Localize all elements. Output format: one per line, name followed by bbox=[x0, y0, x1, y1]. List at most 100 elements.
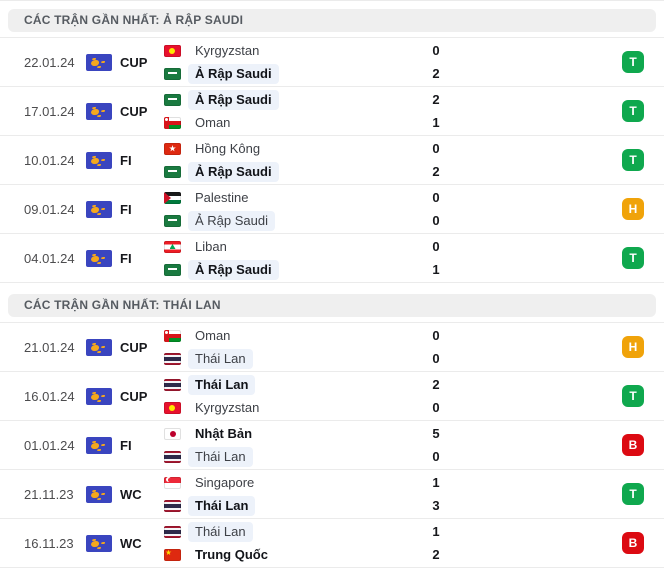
teams: Oman 0 Thái Lan 0 bbox=[164, 326, 610, 369]
match-date: 17.01.24 bbox=[24, 103, 75, 119]
match-list-thailand: 21.01.24 CUP Oman 0 Thái Lan 0 H bbox=[0, 322, 664, 568]
team-name[interactable]: Trung Quốc bbox=[195, 546, 268, 562]
competition-logo-icon bbox=[86, 102, 112, 120]
match-row[interactable]: 21.01.24 CUP Oman 0 Thái Lan 0 H bbox=[0, 323, 664, 372]
teams: Thái Lan 2 Kyrgyzstan 0 bbox=[164, 374, 610, 418]
result-column: T bbox=[610, 51, 656, 73]
match-list-saudi: 22.01.24 CUP Kyrgyzstan 0 Ả Rập Saudi 2 … bbox=[0, 37, 664, 283]
competition-code: CUP bbox=[120, 103, 148, 119]
team-name[interactable]: Thái Lan bbox=[188, 521, 253, 542]
match-row[interactable]: 22.01.24 CUP Kyrgyzstan 0 Ả Rập Saudi 2 … bbox=[0, 38, 664, 87]
match-row[interactable]: 01.01.24 FI Nhật Bản 5 Thái Lan 0 B bbox=[0, 421, 664, 470]
match-row[interactable]: 17.01.24 CUP Ả Rập Saudi 2 Oman 1 T bbox=[0, 87, 664, 136]
team-score: 0 bbox=[432, 351, 440, 366]
competition-code: WC bbox=[120, 535, 142, 551]
team-flag-icon bbox=[164, 499, 181, 512]
team-flag-icon bbox=[164, 263, 181, 276]
team-name[interactable]: Liban bbox=[195, 238, 227, 254]
teams: Ả Rập Saudi 2 Oman 1 bbox=[164, 89, 610, 133]
team-flag-icon bbox=[164, 44, 181, 57]
result-column: T bbox=[610, 483, 656, 505]
match-date: 21.01.24 bbox=[24, 339, 75, 355]
teams: Kyrgyzstan 0 Ả Rập Saudi 2 bbox=[164, 41, 610, 84]
top-divider bbox=[0, 0, 664, 1]
competition-code: WC bbox=[120, 486, 142, 502]
team-name[interactable]: Ả Rập Saudi bbox=[188, 210, 275, 231]
match-date: 10.01.24 bbox=[24, 152, 75, 168]
result-column: T bbox=[610, 149, 656, 171]
match-row[interactable]: 04.01.24 FI Liban 0 Ả Rập Saudi 1 T bbox=[0, 234, 664, 283]
team-flag-icon bbox=[164, 214, 181, 227]
team-line-home: Hồng Kông 0 bbox=[164, 139, 610, 159]
team-line-away: Trung Quốc 2 bbox=[164, 545, 610, 565]
teams: Nhật Bản 5 Thái Lan 0 bbox=[164, 424, 610, 467]
team-score: 2 bbox=[432, 377, 440, 392]
team-name[interactable]: Thái Lan bbox=[188, 446, 253, 467]
team-flag-icon bbox=[164, 450, 181, 463]
team-name[interactable]: Ả Rập Saudi bbox=[188, 161, 279, 182]
match-row[interactable]: 21.11.23 WC Singapore 1 Thái Lan 3 T bbox=[0, 470, 664, 519]
team-name[interactable]: Nhật Bản bbox=[195, 425, 253, 441]
competition-code: CUP bbox=[120, 339, 148, 355]
team-score: 0 bbox=[432, 328, 440, 343]
teams: Hồng Kông 0 Ả Rập Saudi 2 bbox=[164, 139, 610, 182]
team-line-away: Thái Lan 0 bbox=[164, 446, 610, 467]
result-badge: T bbox=[622, 51, 644, 73]
team-flag-icon bbox=[164, 165, 181, 178]
match-row[interactable]: 16.01.24 CUP Thái Lan 2 Kyrgyzstan 0 T bbox=[0, 372, 664, 421]
team-score: 5 bbox=[432, 426, 440, 441]
team-line-away: Ả Rập Saudi 0 bbox=[164, 210, 610, 231]
team-name[interactable]: Thái Lan bbox=[188, 495, 256, 516]
team-flag-icon bbox=[164, 401, 181, 414]
result-badge: T bbox=[622, 149, 644, 171]
competition: CUP bbox=[86, 387, 164, 405]
competition-logo-icon bbox=[86, 338, 112, 356]
competition-code: FI bbox=[120, 437, 132, 453]
team-flag-icon bbox=[164, 525, 181, 538]
team-score: 1 bbox=[432, 475, 440, 490]
team-name[interactable]: Ả Rập Saudi bbox=[188, 63, 279, 84]
team-flag-icon bbox=[164, 378, 181, 391]
team-name[interactable]: Singapore bbox=[195, 474, 255, 490]
result-badge: T bbox=[622, 247, 644, 269]
match-date: 01.01.24 bbox=[24, 437, 75, 453]
team-name[interactable]: Oman bbox=[195, 114, 231, 130]
team-score: 0 bbox=[432, 239, 440, 254]
match-row[interactable]: 16.11.23 WC Thái Lan 1 Trung Quốc 2 B bbox=[0, 519, 664, 568]
competition-logo-icon bbox=[86, 534, 112, 552]
match-date: 16.11.23 bbox=[24, 535, 74, 551]
team-name[interactable]: Ả Rập Saudi bbox=[188, 89, 279, 110]
team-name[interactable]: Palestine bbox=[195, 189, 249, 205]
team-line-away: Kyrgyzstan 0 bbox=[164, 398, 610, 418]
competition-logo-icon bbox=[86, 151, 112, 169]
competition-code: FI bbox=[120, 152, 132, 168]
result-column: H bbox=[610, 198, 656, 220]
team-flag-icon bbox=[164, 142, 181, 155]
team-line-home: Kyrgyzstan 0 bbox=[164, 41, 610, 61]
competition-logo-icon bbox=[86, 436, 112, 454]
teams: Liban 0 Ả Rập Saudi 1 bbox=[164, 237, 610, 280]
team-flag-icon bbox=[164, 548, 181, 561]
team-flag-icon bbox=[164, 116, 181, 129]
team-name[interactable]: Thái Lan bbox=[188, 348, 253, 369]
team-score: 0 bbox=[432, 190, 440, 205]
result-column: B bbox=[610, 434, 656, 456]
competition-logo-icon bbox=[86, 387, 112, 405]
team-name[interactable]: Kyrgyzstan bbox=[195, 399, 260, 415]
team-line-home: Singapore 1 bbox=[164, 473, 610, 493]
match-row[interactable]: 09.01.24 FI Palestine 0 Ả Rập Saudi 0 H bbox=[0, 185, 664, 234]
team-score: 2 bbox=[432, 547, 440, 562]
team-line-home: Ả Rập Saudi 2 bbox=[164, 89, 610, 110]
match-row[interactable]: 10.01.24 FI Hồng Kông 0 Ả Rập Saudi 2 T bbox=[0, 136, 664, 185]
team-name[interactable]: Hồng Kông bbox=[195, 140, 261, 156]
teams: Palestine 0 Ả Rập Saudi 0 bbox=[164, 188, 610, 231]
team-line-away: Thái Lan 3 bbox=[164, 495, 610, 516]
team-flag-icon bbox=[164, 67, 181, 80]
team-score: 1 bbox=[432, 115, 440, 130]
team-name[interactable]: Kyrgyzstan bbox=[195, 42, 260, 58]
team-name[interactable]: Thái Lan bbox=[188, 374, 256, 395]
teams: Singapore 1 Thái Lan 3 bbox=[164, 473, 610, 516]
team-name[interactable]: Oman bbox=[195, 327, 231, 343]
team-name[interactable]: Ả Rập Saudi bbox=[188, 259, 279, 280]
